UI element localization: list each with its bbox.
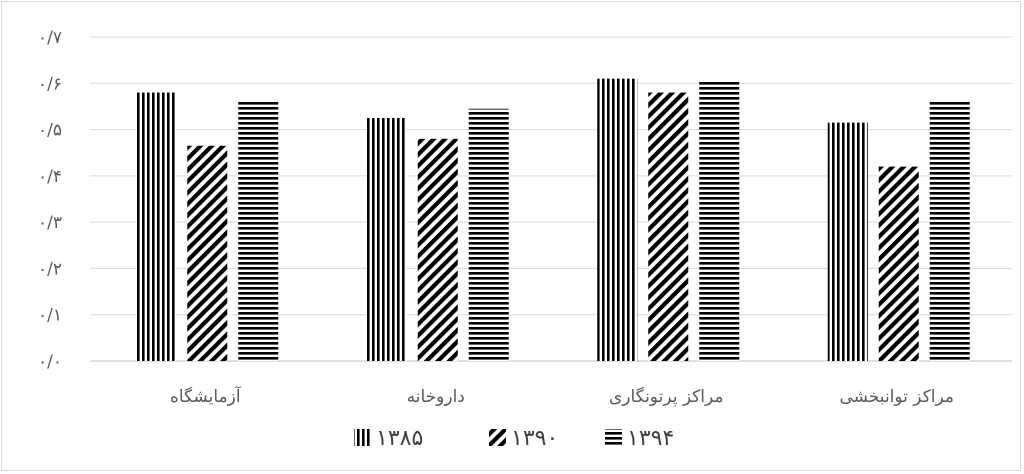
y-tick-label: ۰/۷ [38,28,62,48]
bar-0-3 [827,122,868,361]
bar-2-0 [238,101,279,362]
bar-1-0 [187,145,228,361]
bar-2-2 [699,80,740,361]
x-axis-category-labels: آزمایشگاه داروخانه مراکز پرتونگاری مراکز تو… [170,385,954,407]
bar-1-3 [878,166,919,361]
y-tick-label: ۰/۴ [38,167,62,187]
gridlines [90,36,1012,362]
y-tick-label: ۰/۰ [38,352,62,372]
legend: ۱۳۸۵ ۱۳۹۰ ۱۳۹۴ [354,426,674,451]
y-tick-label: ۰/۶ [38,74,62,94]
y-tick-label: ۰/۱ [38,306,62,326]
bar-1-2 [648,92,689,362]
bar-0-1 [366,118,407,361]
y-tick-label: ۰/۲ [38,259,62,279]
category-label: آزمایشگاه [170,385,242,407]
bar-0-0 [136,92,177,362]
category-label: داروخانه [407,387,465,407]
legend-swatch-1 [489,429,506,446]
legend-label-1: ۱۳۹۰ [511,426,558,451]
bar-0-2 [597,78,638,362]
legend-swatch-0 [354,429,371,446]
y-tick-label: ۰/۵ [38,121,62,141]
y-tick-label: ۰/۳ [38,213,62,233]
bar-2-3 [929,101,970,362]
y-axis-tick-labels: ۰/۰ ۰/۱ ۰/۲ ۰/۳ ۰/۴ ۰/۵ ۰/۶ ۰/۷ [38,28,62,372]
category-label: مراکز پرتونگاری [609,386,724,407]
bar-2-1 [468,108,509,361]
legend-label-0: ۱۳۸۵ [376,426,423,451]
category-label: مراکز توانبخشی [840,387,955,407]
legend-label-2: ۱۳۹۴ [627,426,674,451]
legend-swatch-2 [605,429,622,446]
bar-1-1 [417,138,458,361]
bars [136,78,970,362]
